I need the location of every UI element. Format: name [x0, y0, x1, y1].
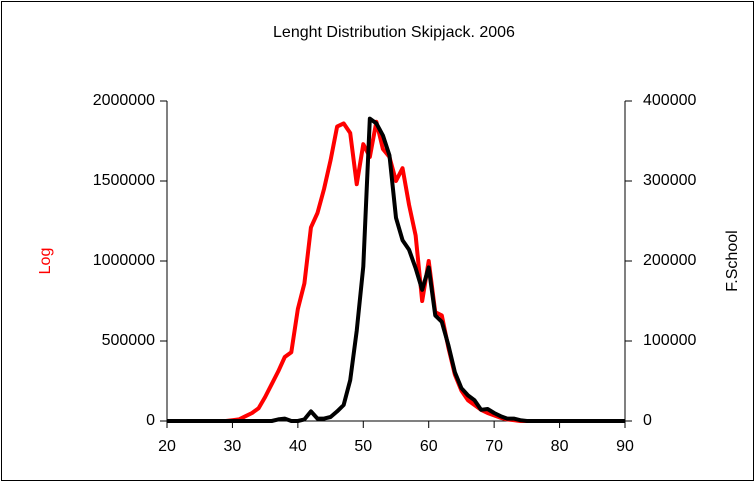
y-tick-label: 1000000	[93, 252, 155, 269]
y2-tick-label: 200000	[643, 252, 696, 269]
series-line	[167, 116, 625, 423]
y-tick-label: 2000000	[93, 92, 155, 109]
y-tick-label: 500000	[102, 332, 155, 349]
y-axis-label: Log	[37, 248, 54, 275]
x-tick-label: 90	[616, 438, 634, 455]
x-tick-label: 50	[354, 438, 372, 455]
y-tick-label: 1500000	[93, 172, 155, 189]
y2-tick-label: 300000	[643, 172, 696, 189]
x-tick-label: 80	[551, 438, 569, 455]
y2-tick-label: 0	[643, 412, 652, 429]
y2-tick-label: 100000	[643, 332, 696, 349]
y-tick-label: 0	[146, 412, 155, 429]
y2-axis-label: F.School	[724, 230, 741, 291]
x-tick-label: 40	[289, 438, 307, 455]
y2-tick-label: 400000	[643, 92, 696, 109]
x-tick-label: 20	[158, 438, 176, 455]
chart-title: Lenght Distribution Skipjack. 2006	[273, 24, 515, 41]
x-tick-label: 30	[224, 438, 242, 455]
x-tick-label: 60	[420, 438, 438, 455]
chart-frame	[1, 1, 754, 481]
x-tick-label: 70	[485, 438, 503, 455]
